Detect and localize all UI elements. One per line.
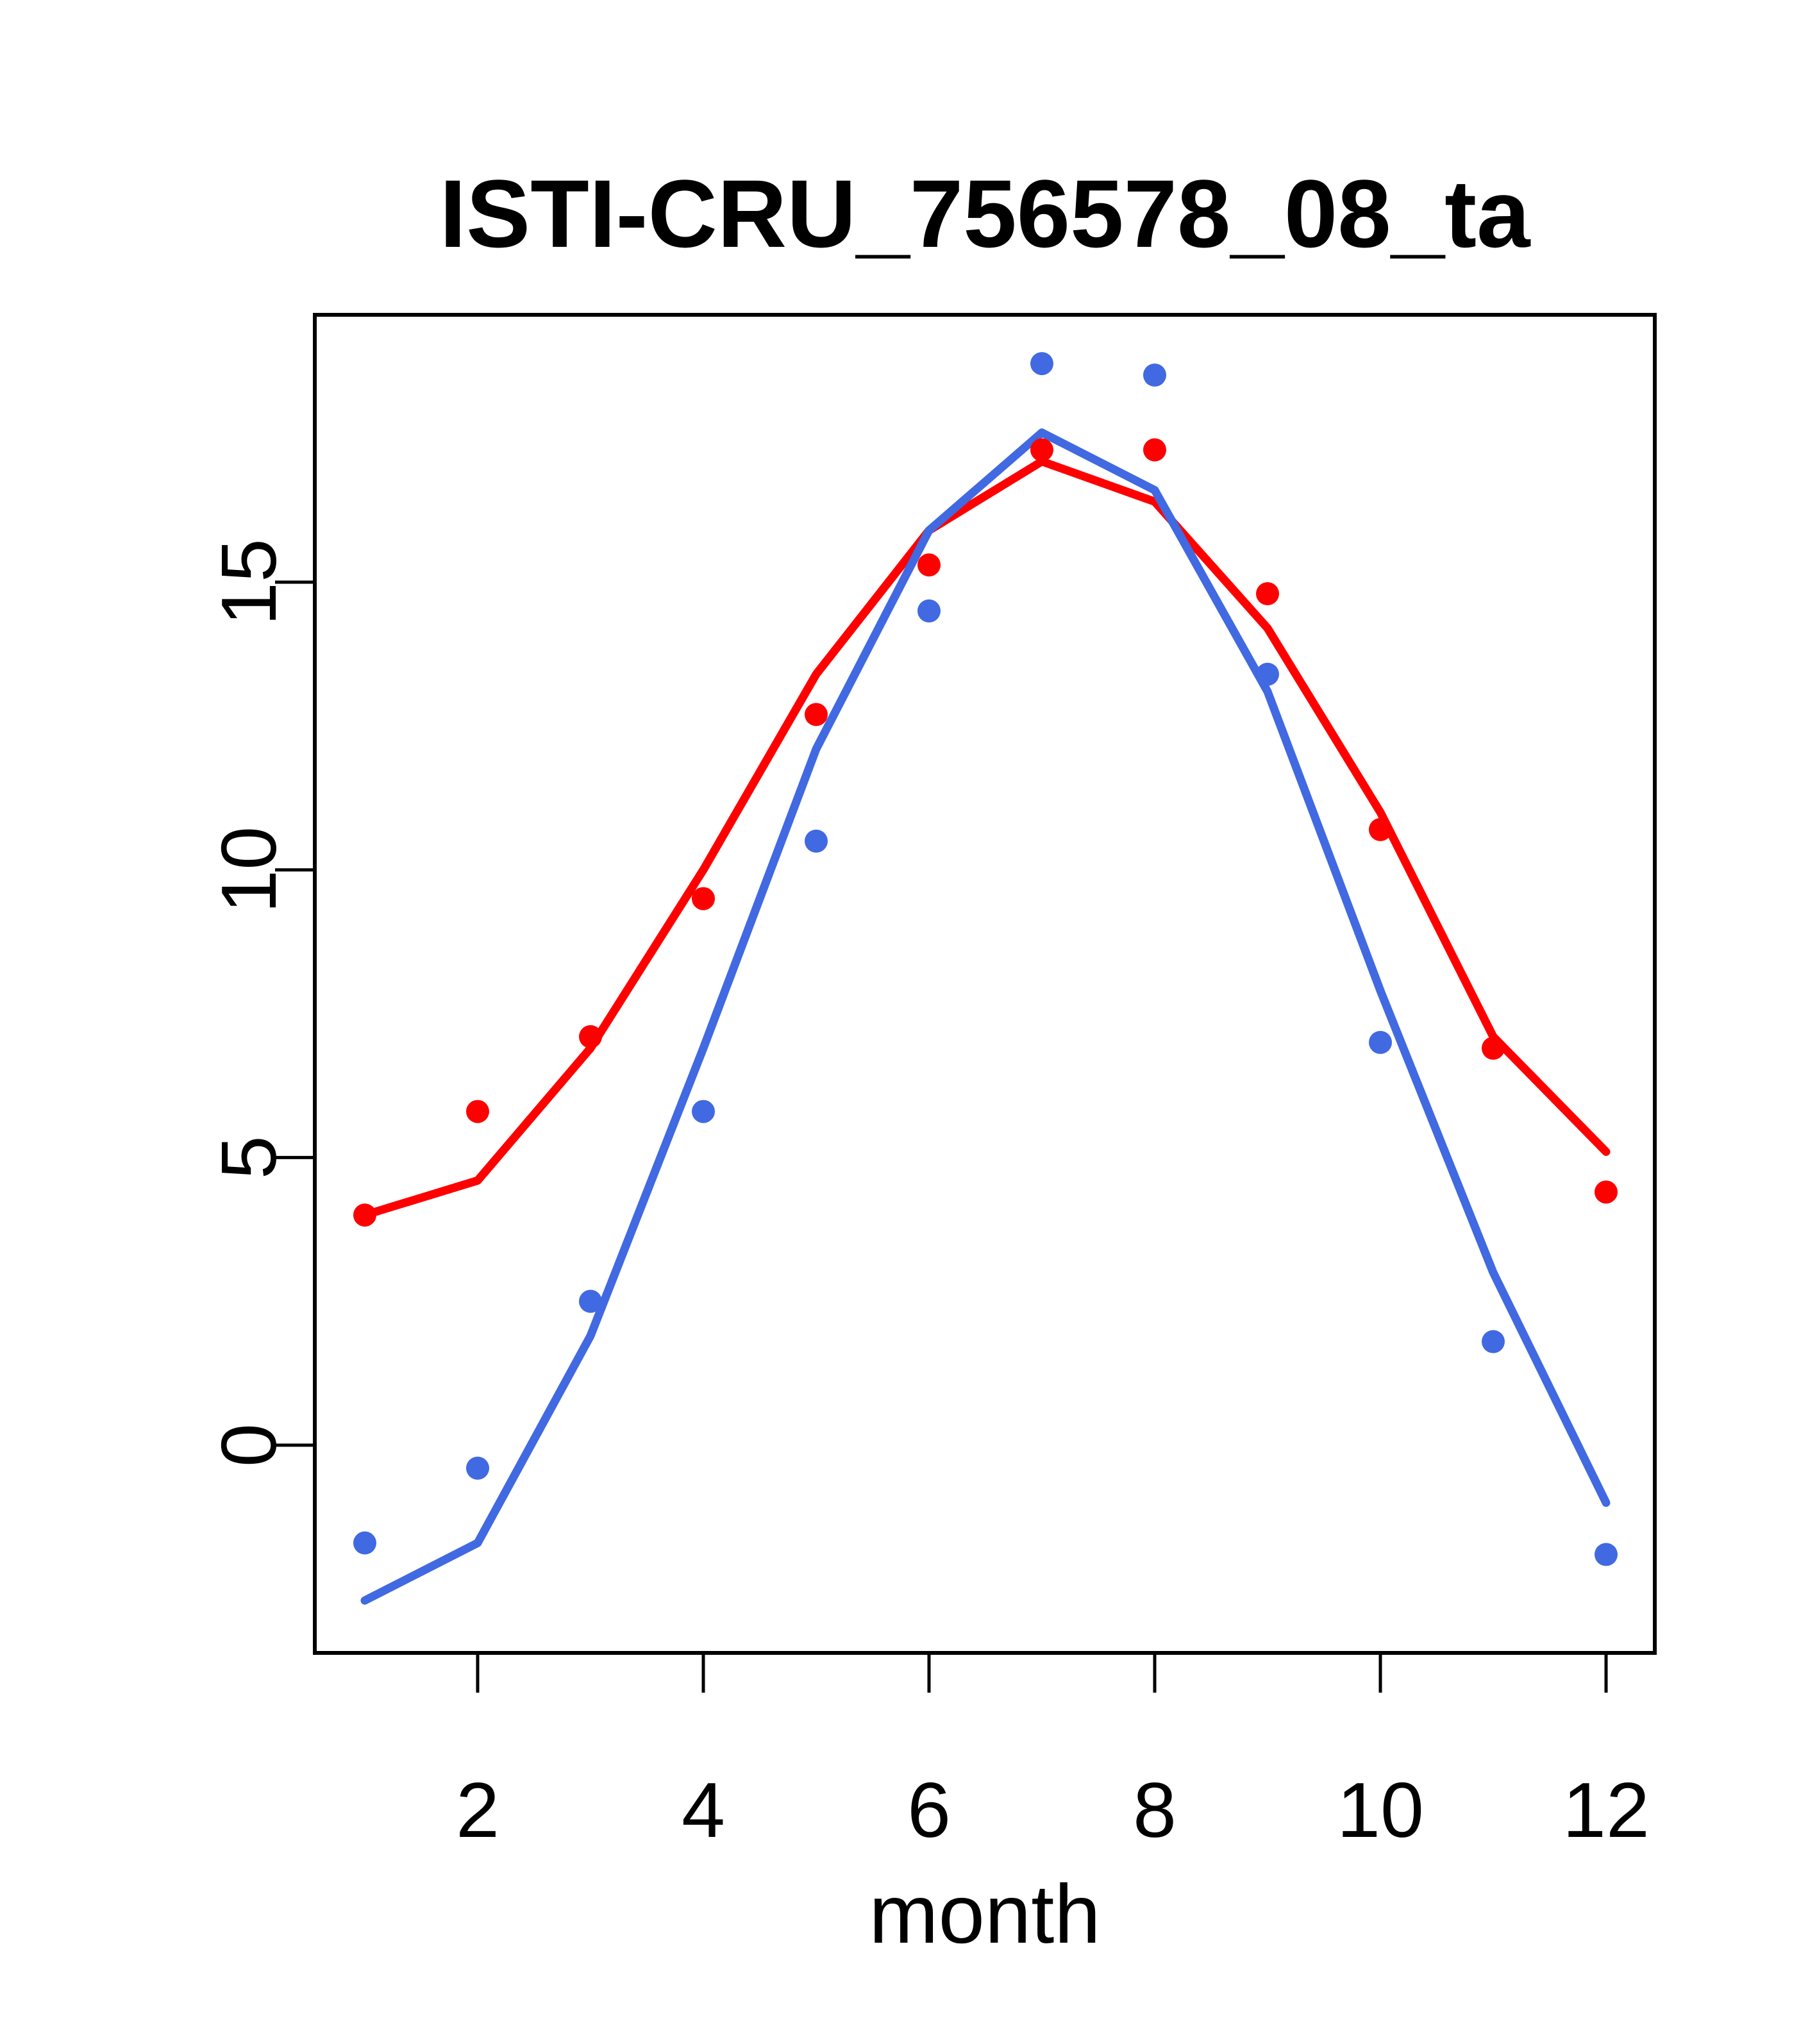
red-points-monthly-m11 [1482, 1036, 1505, 1060]
blue-points-monthly-m1 [353, 1531, 376, 1555]
red-points-monthly-m8 [1143, 438, 1166, 462]
red-points-monthly-m5 [805, 703, 828, 726]
blue-points-monthly-m6 [917, 599, 941, 623]
red-points-monthly-m6 [917, 553, 941, 577]
blue-points-monthly-m11 [1482, 1330, 1505, 1353]
x-axis-label: month [869, 1867, 1100, 1961]
blue-points-monthly-m12 [1595, 1543, 1618, 1566]
red-points-monthly-m4 [692, 887, 715, 910]
chart-title: ISTI-CRU_756578_08_ta [440, 160, 1532, 267]
red-points-monthly-m3 [579, 1025, 602, 1048]
red-points-monthly-m9 [1256, 582, 1279, 605]
blue-points-monthly-m10 [1369, 1030, 1392, 1054]
blue-points-monthly-m7 [1030, 352, 1053, 376]
red-points-monthly-m2 [466, 1100, 489, 1123]
red-points-monthly-m10 [1369, 817, 1392, 841]
y-tick-label-0: 0 [205, 1423, 292, 1467]
y-tick-label-15: 15 [205, 539, 292, 626]
x-tick-label-12: 12 [1562, 1766, 1650, 1854]
blue-points-monthly-m2 [466, 1456, 489, 1480]
blue-points-monthly-m4 [692, 1100, 715, 1123]
plot-border [313, 313, 1657, 1655]
blue-points-monthly-m9 [1256, 662, 1279, 686]
x-tick-label-10: 10 [1337, 1766, 1424, 1854]
blue-points-monthly-m8 [1143, 364, 1166, 387]
y-tick-label-5: 5 [205, 1135, 292, 1179]
red-line-smoothed [360, 457, 1611, 1219]
blue-points-monthly-m5 [805, 829, 828, 853]
blue-line-smoothed [360, 428, 1611, 1605]
red-points-monthly-m7 [1030, 438, 1053, 462]
red-points-monthly-m12 [1595, 1180, 1618, 1204]
blue-points-monthly-m3 [579, 1289, 602, 1313]
y-tick-label-10: 10 [205, 826, 292, 914]
plot-layer: 2 4 6 8 10 12 0 5 10 15 [205, 313, 1657, 1854]
x-tick-label-2: 2 [456, 1766, 499, 1854]
x-tick-label-4: 4 [682, 1766, 725, 1854]
red-points-monthly-m1 [353, 1203, 376, 1227]
x-tick-label-8: 8 [1133, 1766, 1176, 1854]
x-tick-label-6: 6 [907, 1766, 951, 1854]
